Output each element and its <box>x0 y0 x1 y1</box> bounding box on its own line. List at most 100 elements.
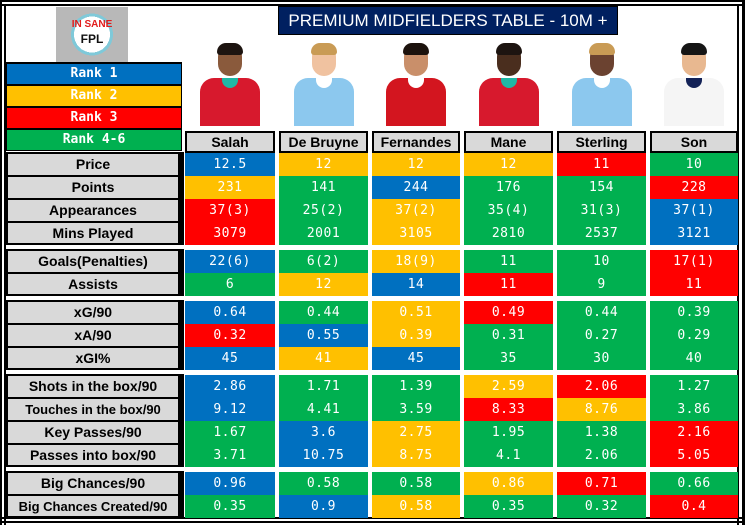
stat-cell: 10 <box>557 250 646 273</box>
row-label-cell: Points <box>6 176 180 199</box>
collar-shape <box>315 78 332 88</box>
column-header-son: Son <box>650 131 738 153</box>
stat-cell: 12 <box>279 153 368 176</box>
divider <box>180 152 184 245</box>
frame-border <box>4 4 6 525</box>
stat-cell: 2.06 <box>557 444 646 467</box>
stat-cell: 228 <box>650 176 738 199</box>
page-title: PREMIUM MIDFIELDERS TABLE - 10M + <box>278 6 618 35</box>
stat-cell: 12 <box>279 273 368 296</box>
stat-cell: 12.5 <box>185 153 275 176</box>
logo-line-2: FPL <box>80 32 104 46</box>
frame-border <box>0 521 745 523</box>
stat-cell: 0.39 <box>650 301 738 324</box>
legend-rank-2: Rank 2 <box>6 84 182 107</box>
row-label-cell: xG/90 <box>6 301 180 324</box>
row-label-cell: xGI% <box>6 347 180 370</box>
column-header-fernandes: Fernandes <box>372 131 460 153</box>
row-label: Price <box>6 153 180 176</box>
stat-cell: 3105 <box>372 222 460 245</box>
collar-shape <box>593 78 610 88</box>
stat-cell: 11 <box>464 250 553 273</box>
row-label-cell: Touches in the box/90 <box>6 398 180 421</box>
row-label-cell: Big Chances Created/90 <box>6 495 180 518</box>
player-photo-mane <box>473 40 545 128</box>
stat-cell: 0.58 <box>279 472 368 495</box>
stat-cell: 6(2) <box>279 250 368 273</box>
hair-shape <box>310 43 337 55</box>
stat-cell: 22(6) <box>185 250 275 273</box>
stat-cell: 18(9) <box>372 250 460 273</box>
collar-shape <box>408 78 424 88</box>
stat-cell: 0.86 <box>464 472 553 495</box>
column-header-sterling: Sterling <box>557 131 646 153</box>
frame-border <box>0 4 745 6</box>
hair-shape <box>588 43 615 55</box>
divider <box>180 471 184 518</box>
row-label: Passes into box/90 <box>6 444 180 467</box>
stat-cell: 0.96 <box>185 472 275 495</box>
stat-cell: 2.16 <box>650 421 738 444</box>
hair-shape <box>403 43 429 55</box>
stat-cell: 1.71 <box>279 375 368 398</box>
stat-cell: 45 <box>185 347 275 370</box>
stat-cell: 41 <box>279 347 368 370</box>
stat-cell: 3121 <box>650 222 738 245</box>
row-label-cell: Passes into box/90 <box>6 444 180 467</box>
stat-cell: 31(3) <box>557 199 646 222</box>
row-label-cell: Appearances <box>6 199 180 222</box>
row-label: Mins Played <box>6 222 180 245</box>
row-label: xA/90 <box>6 324 180 347</box>
stat-cell: 8.75 <box>372 444 460 467</box>
stat-cell: 0.55 <box>279 324 368 347</box>
stat-cell: 14 <box>372 273 460 296</box>
player-photo-de-bruyne <box>288 40 360 128</box>
stat-cell: 2.06 <box>557 375 646 398</box>
stat-cell: 11 <box>557 153 646 176</box>
stat-cell: 0.27 <box>557 324 646 347</box>
stat-cell: 35 <box>464 347 553 370</box>
stat-cell: 1.39 <box>372 375 460 398</box>
stat-cell: 5.05 <box>650 444 738 467</box>
stat-cell: 0.64 <box>185 301 275 324</box>
stat-cell: 37(1) <box>650 199 738 222</box>
row-label: xGI% <box>6 347 180 370</box>
stat-cell: 37(2) <box>372 199 460 222</box>
stat-cell: 0.71 <box>557 472 646 495</box>
row-label: Goals(Penalties) <box>6 250 180 273</box>
player-photo-son <box>658 40 730 128</box>
stat-cell: 9 <box>557 273 646 296</box>
stat-cell: 0.66 <box>650 472 738 495</box>
stat-cell: 231 <box>185 176 275 199</box>
row-label-cell: Big Chances/90 <box>6 472 180 495</box>
stat-cell: 9.12 <box>185 398 275 421</box>
stat-cell: 0.4 <box>650 495 738 518</box>
stat-cell: 0.32 <box>557 495 646 518</box>
stat-cell: 35(4) <box>464 199 553 222</box>
stat-cell: 1.27 <box>650 375 738 398</box>
row-label-cell: Key Passes/90 <box>6 421 180 444</box>
stat-cell: 30 <box>557 347 646 370</box>
stat-cell: 8.76 <box>557 398 646 421</box>
row-label: Big Chances/90 <box>6 472 180 495</box>
stat-cell: 12 <box>464 153 553 176</box>
stat-cell: 4.1 <box>464 444 553 467</box>
stat-cell: 25(2) <box>279 199 368 222</box>
stat-cell: 0.39 <box>372 324 460 347</box>
row-label-cell: Mins Played <box>6 222 180 245</box>
stat-cell: 2.86 <box>185 375 275 398</box>
column-header-de-bruyne: De Bruyne <box>279 131 368 153</box>
player-photo-fernandes <box>380 40 452 128</box>
stat-cell: 0.44 <box>279 301 368 324</box>
stat-cell: 4.41 <box>279 398 368 421</box>
stat-cell: 37(3) <box>185 199 275 222</box>
legend-rank-4-6: Rank 4-6 <box>6 128 182 151</box>
row-label-cell: Price <box>6 153 180 176</box>
divider <box>180 374 184 467</box>
row-label-cell: Shots in the box/90 <box>6 375 180 398</box>
hair-shape <box>495 43 522 55</box>
stat-cell: 2.75 <box>372 421 460 444</box>
frame-border <box>0 517 745 519</box>
legend-rank-1: Rank 1 <box>6 62 182 85</box>
stat-cell: 0.44 <box>557 301 646 324</box>
